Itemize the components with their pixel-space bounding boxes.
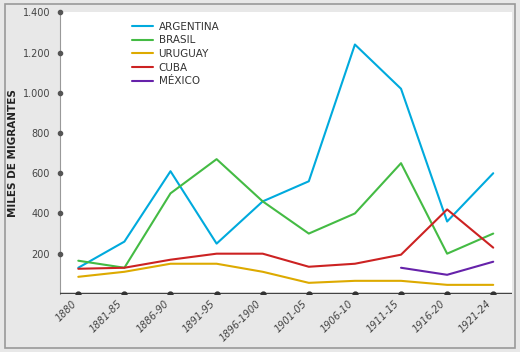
- URUGUAY: [167, 262, 174, 266]
- BRASIL: [214, 157, 220, 161]
- ARGENTINA: [398, 87, 404, 91]
- Line: ARGENTINA: ARGENTINA: [79, 44, 493, 268]
- URUGUAY: [214, 262, 220, 266]
- ARGENTINA: [444, 219, 450, 224]
- BRASIL: [490, 232, 497, 236]
- ARGENTINA: [306, 179, 312, 183]
- ARGENTINA: [490, 171, 497, 175]
- URUGUAY: [398, 279, 404, 283]
- URUGUAY: [75, 275, 82, 279]
- CUBA: [121, 266, 127, 270]
- CUBA: [167, 258, 174, 262]
- ARGENTINA: [214, 241, 220, 246]
- URUGUAY: [306, 281, 312, 285]
- CUBA: [306, 265, 312, 269]
- BRASIL: [444, 252, 450, 256]
- URUGUAY: [121, 270, 127, 274]
- CUBA: [444, 207, 450, 212]
- BRASIL: [167, 191, 174, 195]
- Legend: ARGENTINA, BRASIL, URUGUAY, CUBA, MÉXICO: ARGENTINA, BRASIL, URUGUAY, CUBA, MÉXICO: [128, 18, 224, 90]
- Line: BRASIL: BRASIL: [79, 159, 493, 268]
- ARGENTINA: [75, 266, 82, 270]
- Line: MÉXICO: MÉXICO: [401, 262, 493, 275]
- BRASIL: [398, 161, 404, 165]
- MÉXICO: [444, 273, 450, 277]
- ARGENTINA: [167, 169, 174, 173]
- URUGUAY: [259, 270, 266, 274]
- MÉXICO: [490, 260, 497, 264]
- URUGUAY: [352, 279, 358, 283]
- CUBA: [259, 252, 266, 256]
- CUBA: [490, 246, 497, 250]
- Y-axis label: MILES DE MIGRANTES: MILES DE MIGRANTES: [8, 89, 18, 217]
- Line: URUGUAY: URUGUAY: [79, 264, 493, 285]
- Line: CUBA: CUBA: [79, 209, 493, 269]
- CUBA: [352, 262, 358, 266]
- ARGENTINA: [259, 199, 266, 203]
- BRASIL: [75, 259, 82, 263]
- BRASIL: [306, 232, 312, 236]
- URUGUAY: [444, 283, 450, 287]
- BRASIL: [121, 266, 127, 270]
- BRASIL: [259, 199, 266, 203]
- CUBA: [398, 253, 404, 257]
- ARGENTINA: [352, 42, 358, 46]
- CUBA: [214, 252, 220, 256]
- BRASIL: [352, 211, 358, 215]
- ARGENTINA: [121, 239, 127, 244]
- MÉXICO: [398, 266, 404, 270]
- URUGUAY: [490, 283, 497, 287]
- CUBA: [75, 267, 82, 271]
